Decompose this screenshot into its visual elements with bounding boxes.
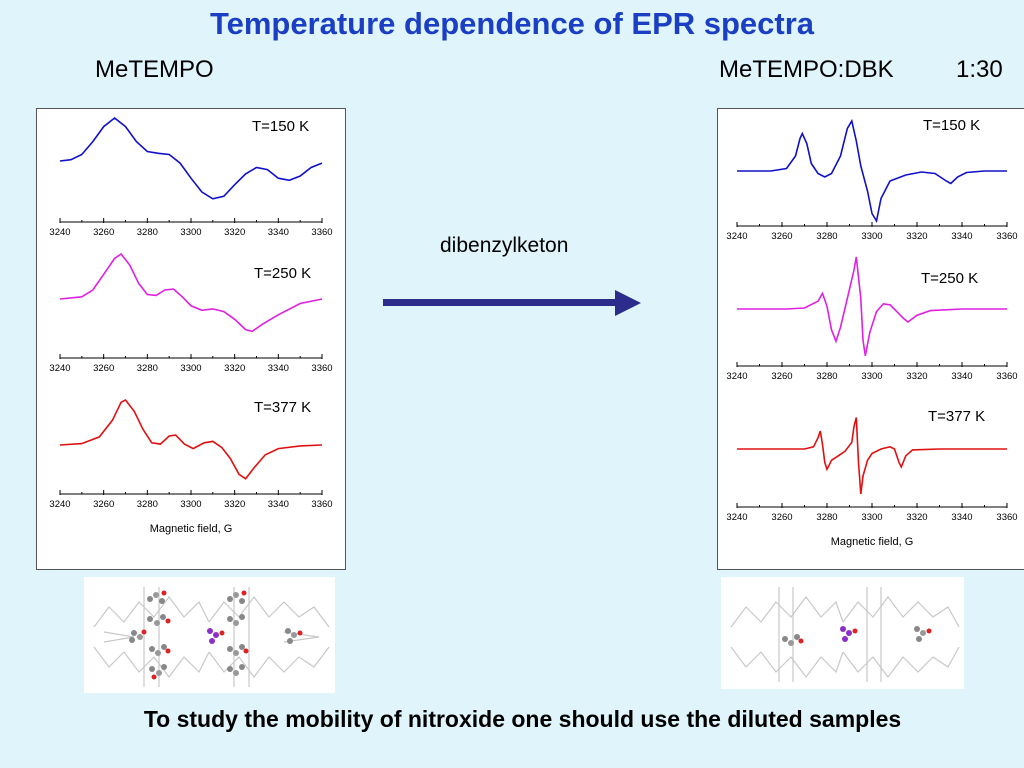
x-tick-label: 3360 [311, 227, 332, 238]
temperature-label: T=250 K [254, 265, 311, 282]
right-spectra-chart: T=150 K 3240 3260 3280 3300 3320 3340 3360 T=250… [726, 117, 1017, 548]
x-tick-label: 3260 [93, 499, 114, 510]
x-tick-label: 3260 [771, 231, 792, 242]
x-tick-label: 3360 [311, 499, 332, 510]
spectrum-line [737, 118, 1007, 224]
x-tick-label: 3300 [180, 499, 201, 510]
x-tick-label: 3300 [861, 371, 882, 382]
x-tick-label: 3280 [816, 231, 837, 242]
x-tick-label: 3280 [137, 499, 158, 510]
x-tick-label: 3340 [951, 231, 972, 242]
x-tick-label: 3360 [996, 231, 1017, 242]
spectrum-line [59, 116, 323, 200]
x-tick-label: 3340 [951, 371, 972, 382]
x-tick-label: 3240 [726, 371, 747, 382]
right-arrow-icon [383, 290, 641, 316]
x-tick-label: 3260 [93, 227, 114, 238]
spectrum-line [737, 256, 1007, 356]
x-tick-label: 3240 [49, 499, 70, 510]
molecular-structure-right-image [721, 577, 964, 689]
x-tick-label: 3340 [268, 227, 289, 238]
x-axis-label: Magnetic field, G [150, 523, 233, 535]
footer-statement: To study the mobility of nitroxide one s… [143, 706, 902, 732]
temperature-label: T=150 K [923, 117, 980, 134]
x-tick-label: 3240 [49, 227, 70, 238]
x-tick-label: 3240 [49, 363, 70, 374]
temperature-label: T=250 K [921, 270, 978, 287]
arrow-label: dibenzylketon [440, 234, 569, 257]
spectrum-line [59, 398, 323, 480]
x-tick-label: 3280 [137, 227, 158, 238]
right-sample-label: MeTEMPO:DBK [719, 56, 894, 83]
x-tick-label: 3320 [906, 231, 927, 242]
x-tick-label: 3240 [726, 231, 747, 242]
x-tick-label: 3320 [906, 512, 927, 523]
x-tick-label: 3320 [224, 227, 245, 238]
x-tick-label: 3300 [861, 231, 882, 242]
x-tick-label: 3280 [816, 371, 837, 382]
crystal-lattice-right-icon [730, 587, 960, 682]
x-tick-label: 3260 [93, 363, 114, 374]
temperature-label: T=377 K [928, 408, 985, 425]
left-sample-label: MeTEMPO [95, 56, 214, 83]
crystal-lattice-left-icon [93, 587, 330, 687]
x-axis-label: Magnetic field, G [831, 536, 914, 548]
x-tick-label: 3280 [816, 512, 837, 523]
x-tick-label: 3260 [771, 512, 792, 523]
molecular-structure-left-image [84, 577, 335, 693]
temperature-label: T=377 K [254, 399, 311, 416]
left-spectra-panel: T=150 K 3240 3260 3280 3300 3320 3340 3360 T=250… [36, 108, 346, 570]
page-title: Temperature dependence of EPR spectra [209, 6, 815, 41]
right-spectra-panel: T=150 K 3240 3260 3280 3300 3320 3340 3360 T=250… [717, 108, 1024, 570]
x-tick-label: 3240 [726, 512, 747, 523]
x-tick-label: 3320 [224, 499, 245, 510]
x-tick-label: 3300 [180, 227, 201, 238]
x-tick-label: 3320 [224, 363, 245, 374]
spectrum-line [737, 417, 1007, 495]
x-tick-label: 3360 [996, 371, 1017, 382]
x-tick-label: 3300 [180, 363, 201, 374]
x-tick-label: 3360 [311, 363, 332, 374]
spectrum-line [59, 252, 323, 333]
x-tick-label: 3260 [771, 371, 792, 382]
x-tick-label: 3300 [861, 512, 882, 523]
left-spectra-chart: T=150 K 3240 3260 3280 3300 3320 3340 3360 T=250… [49, 116, 333, 535]
right-ratio-label: 1:30 [956, 56, 1003, 83]
x-tick-label: 3360 [996, 512, 1017, 523]
x-tick-label: 3340 [268, 363, 289, 374]
x-tick-label: 3340 [268, 499, 289, 510]
x-tick-label: 3320 [906, 371, 927, 382]
x-tick-label: 3280 [137, 363, 158, 374]
temperature-label: T=150 K [252, 118, 309, 135]
x-tick-label: 3340 [951, 512, 972, 523]
